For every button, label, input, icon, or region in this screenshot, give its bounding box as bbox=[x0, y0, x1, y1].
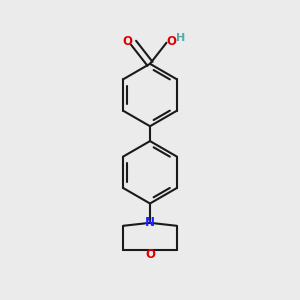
Text: O: O bbox=[145, 248, 155, 261]
Text: O: O bbox=[122, 35, 132, 48]
Text: O: O bbox=[166, 35, 176, 48]
Text: N: N bbox=[145, 216, 155, 229]
Text: H: H bbox=[176, 33, 185, 43]
